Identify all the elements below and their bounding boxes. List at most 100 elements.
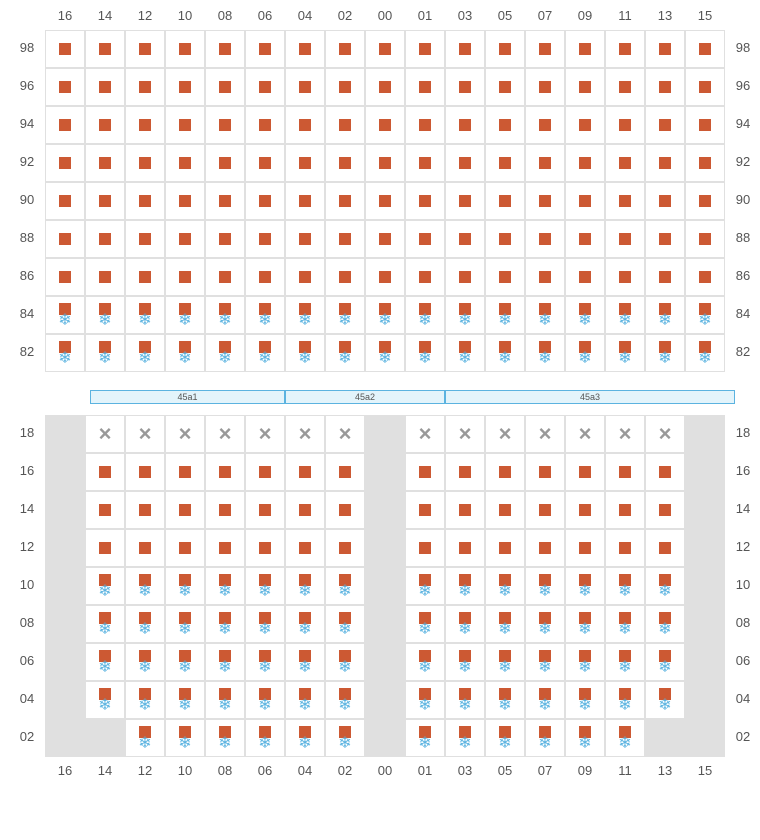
square-icon	[459, 233, 471, 245]
square-icon	[299, 542, 311, 554]
top-cell	[405, 220, 445, 258]
top-cell	[485, 106, 525, 144]
top-cell	[405, 258, 445, 296]
square-icon	[619, 466, 631, 478]
top-cell: ❄	[445, 296, 485, 334]
bottom-cell: ❄	[245, 605, 285, 643]
top-cell	[125, 258, 165, 296]
bottom-cell: ❄	[525, 605, 565, 643]
snowflake-icon: ❄	[498, 314, 511, 328]
square-icon	[219, 466, 231, 478]
square-icon	[539, 233, 551, 245]
bottom-cell: ❄	[285, 567, 325, 605]
top-cell	[445, 258, 485, 296]
square-icon	[179, 233, 191, 245]
top-cell	[445, 30, 485, 68]
square-icon	[619, 233, 631, 245]
top-cell: ❄	[405, 296, 445, 334]
snowflake-icon: ❄	[298, 737, 311, 751]
top-cell	[645, 144, 685, 182]
snowflake-icon: ❄	[338, 314, 351, 328]
bottom-cell	[645, 453, 685, 491]
square-icon	[579, 504, 591, 516]
snowflake-icon: ❄	[498, 661, 511, 675]
bottom-cell	[45, 605, 85, 643]
snowflake-icon: ❄	[218, 623, 231, 637]
top-cell: ❄	[365, 334, 405, 372]
square-icon	[459, 157, 471, 169]
top-cell	[45, 144, 85, 182]
top-row-label-left: 84	[15, 306, 39, 321]
bottom-row-label-right: 06	[731, 653, 755, 668]
bottom-cell: ❄	[325, 681, 365, 719]
top-row-label-right: 82	[731, 344, 755, 359]
snowflake-icon: ❄	[418, 661, 431, 675]
bottom-cell: ×	[565, 415, 605, 453]
square-icon	[659, 157, 671, 169]
snowflake-icon: ❄	[658, 352, 671, 366]
square-icon	[179, 542, 191, 554]
bottom-row-label-left: 02	[15, 729, 39, 744]
snowflake-icon: ❄	[138, 737, 151, 751]
square-icon	[699, 271, 711, 283]
square-icon	[579, 119, 591, 131]
top-cell	[285, 182, 325, 220]
bottom-cell	[525, 491, 565, 529]
x-icon: ×	[459, 421, 472, 447]
snowflake-icon: ❄	[538, 352, 551, 366]
bottom-col-label: 00	[373, 763, 397, 778]
square-icon	[539, 157, 551, 169]
bottom-cell	[125, 491, 165, 529]
square-icon	[379, 195, 391, 207]
top-cell	[45, 182, 85, 220]
top-cell	[565, 106, 605, 144]
square-icon	[339, 119, 351, 131]
top-row-label-right: 94	[731, 116, 755, 131]
square-icon	[459, 81, 471, 93]
square-icon	[699, 43, 711, 55]
snowflake-icon: ❄	[98, 623, 111, 637]
square-icon	[139, 466, 151, 478]
bottom-row-label-right: 08	[731, 615, 755, 630]
bottom-cell: ❄	[405, 719, 445, 757]
top-cell	[445, 220, 485, 258]
snowflake-icon: ❄	[618, 314, 631, 328]
x-icon: ×	[219, 421, 232, 447]
top-cell: ❄	[325, 334, 365, 372]
snowflake-icon: ❄	[458, 737, 471, 751]
bottom-cell: ❄	[405, 643, 445, 681]
bottom-col-label: 12	[133, 763, 157, 778]
top-cell	[125, 182, 165, 220]
top-cell: ❄	[605, 296, 645, 334]
bottom-cell	[685, 605, 725, 643]
bottom-cell	[45, 491, 85, 529]
square-icon	[339, 466, 351, 478]
bottom-row-label-right: 14	[731, 501, 755, 516]
top-cell	[525, 106, 565, 144]
snowflake-icon: ❄	[338, 737, 351, 751]
top-cell: ❄	[685, 296, 725, 334]
bottom-col-label: 06	[253, 763, 277, 778]
square-icon	[379, 157, 391, 169]
bottom-cell	[365, 605, 405, 643]
bottom-cell	[365, 453, 405, 491]
bottom-cell	[245, 453, 285, 491]
top-cell	[485, 30, 525, 68]
top-cell: ❄	[85, 334, 125, 372]
bottom-cell	[565, 453, 605, 491]
square-icon	[179, 119, 191, 131]
bottom-cell	[405, 453, 445, 491]
top-cell	[85, 30, 125, 68]
snowflake-icon: ❄	[618, 585, 631, 599]
top-cell: ❄	[565, 296, 605, 334]
snowflake-icon: ❄	[538, 737, 551, 751]
snowflake-icon: ❄	[178, 661, 191, 675]
snowflake-icon: ❄	[538, 623, 551, 637]
snowflake-icon: ❄	[258, 623, 271, 637]
square-icon	[339, 195, 351, 207]
bottom-cell	[365, 681, 405, 719]
top-cell	[685, 68, 725, 106]
square-icon	[459, 504, 471, 516]
top-row-label-right: 84	[731, 306, 755, 321]
bottom-cell	[365, 491, 405, 529]
